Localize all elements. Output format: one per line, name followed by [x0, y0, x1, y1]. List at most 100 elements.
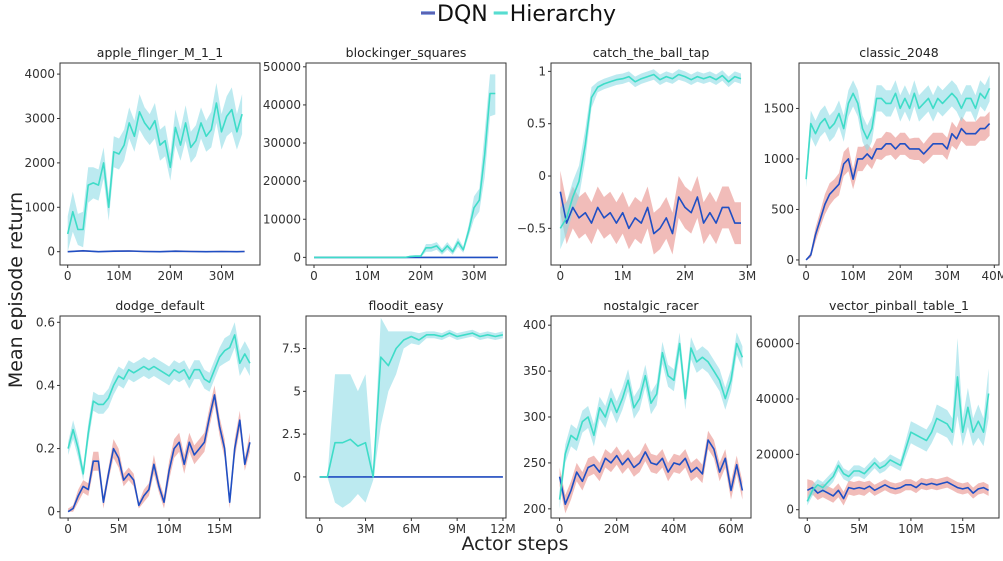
subplot-classic-2048: classic_2048 0 10M 20M 30M 40M 0 500 1000 1500 [763, 45, 1003, 283]
plot-area [558, 332, 744, 514]
x-tick-label: 15M [207, 522, 233, 536]
x-tick-label: 0 [802, 269, 810, 283]
line-hierarchy [806, 376, 990, 502]
plot-area [806, 338, 990, 506]
axes-frame [798, 315, 1000, 519]
y-tick-label: 400 [523, 318, 546, 332]
line-dqn [67, 250, 245, 253]
y-tick-label: 300 [523, 410, 546, 424]
y-tick-label: 0 [786, 503, 794, 517]
line-dqn [805, 123, 991, 261]
y-axis-label: Mean episode return [5, 192, 27, 388]
y-tick-label: 0 [538, 169, 546, 183]
band-hierarchy [807, 338, 989, 506]
axes-frame [305, 315, 507, 519]
legend: DQN Hierarchy [421, 2, 616, 27]
subplot-catch-the-ball-tap: catch_the_ball_tap 0 1M 2M 3M −0.5 0 0.5 1 [517, 45, 756, 283]
axes-frame [59, 315, 261, 519]
y-tick-label: 1000 [763, 152, 794, 166]
subplot-title: classic_2048 [859, 45, 938, 60]
axes-frame [59, 62, 261, 266]
y-tick-label: 5 [293, 384, 301, 398]
y-tick-label: 1 [538, 64, 546, 78]
plot-area [319, 317, 504, 508]
plot-area [66, 83, 245, 253]
y-tick-label: 0 [786, 253, 794, 267]
axes-frame [305, 62, 507, 266]
plot-area [314, 74, 498, 259]
line-hierarchy [319, 332, 504, 478]
y-tick-label: 30000 [263, 136, 301, 150]
subplot-title: dodge_default [115, 298, 204, 313]
x-tick-label: 0 [557, 269, 565, 283]
subplot-apple-flinger-m-1-1: apple_flinger_M_1_1 0 10M 20M 30M 0 1000 2000 30… [24, 45, 261, 283]
axes-frame [798, 62, 1000, 266]
subplot-grid: apple_flinger_M_1_10 10M 20M 30M01000200030… [24, 45, 1003, 536]
plot-area [805, 75, 991, 261]
x-tick-label: 10M [898, 522, 924, 536]
x-tick-label: 1M [614, 269, 632, 283]
line-dqn [558, 439, 744, 506]
line-dqn [67, 394, 251, 513]
x-tick-label: 20M [604, 522, 630, 536]
y-tick-label: 250 [523, 456, 546, 470]
x-tick-label: 0 [64, 269, 72, 283]
y-tick-label: 0 [293, 470, 301, 484]
x-tick-label: 0 [64, 522, 72, 536]
y-tick-label: 0.2 [36, 442, 55, 456]
y-tick-label: 350 [523, 364, 546, 378]
x-tick-label: 10M [106, 269, 132, 283]
x-tick-label: 12M [490, 522, 516, 536]
x-tick-label: 9M [448, 522, 466, 536]
x-tick-label: 10M [156, 522, 182, 536]
subplot-title: catch_the_ball_tap [593, 45, 710, 60]
subplot-blockinger-squares: blockinger_squares 0 10M 20M 30M 0 10000 20000 3… [263, 45, 507, 283]
y-tick-label: 0 [47, 505, 55, 519]
x-tick-label: 20M [408, 269, 434, 283]
band-hierarchy [68, 322, 250, 481]
y-tick-label: 20000 [263, 174, 301, 188]
axes-frame [550, 62, 752, 266]
y-tick-label: 2.5 [282, 427, 301, 441]
y-tick-label: 2000 [24, 156, 55, 170]
y-tick-label: 4000 [24, 67, 55, 81]
band-dqn [806, 111, 990, 260]
y-tick-label: 20000 [756, 447, 794, 461]
legend-label: Hierarchy [510, 2, 616, 27]
y-tick-label: 0.5 [527, 117, 546, 131]
subplot-title: nostalgic_racer [603, 298, 699, 313]
y-tick-label: 200 [523, 502, 546, 516]
y-tick-label: 60000 [756, 337, 794, 351]
y-tick-label: 40000 [756, 392, 794, 406]
subplot-title: blockinger_squares [346, 45, 467, 60]
subplot-title: vector_pinball_table_1 [829, 298, 969, 313]
x-tick-label: 6M [402, 522, 420, 536]
y-tick-label: 0 [47, 245, 55, 259]
subplot-nostalgic-racer: nostalgic_racer 0 20M 40M 60M 200 250 300 350 400 [523, 298, 752, 536]
y-tick-label: 0 [293, 250, 301, 264]
y-tick-label: 0.6 [36, 315, 55, 329]
line-dqn [559, 191, 741, 235]
line-hierarchy [67, 334, 251, 475]
line-hierarchy [314, 92, 496, 259]
y-tick-label: 7.5 [282, 342, 301, 356]
y-tick-label: −0.5 [517, 221, 546, 235]
x-tick-label: 15M [950, 522, 976, 536]
legend-entry-dqn: DQN [421, 2, 488, 27]
x-tick-label: 10M [840, 269, 866, 283]
x-tick-label: 3M [357, 522, 375, 536]
plot-area [559, 69, 742, 255]
x-tick-label: 30M [461, 269, 487, 283]
y-tick-label: 500 [771, 202, 794, 216]
line-dqn [806, 481, 989, 500]
subplot-vector-pinball-table-1: vector_pinball_table_1 0 5M 10M 15M 0 20000 400… [756, 298, 1000, 536]
x-tick-label: 40M [661, 522, 687, 536]
line-hierarchy [559, 73, 742, 229]
x-axis-label: Actor steps [461, 533, 568, 555]
x-tick-label: 20M [157, 269, 183, 283]
legend-entry-hierarchy: Hierarchy [493, 2, 616, 27]
x-tick-label: 30M [934, 269, 960, 283]
y-tick-label: 40000 [263, 98, 301, 112]
plot-area [67, 322, 251, 513]
